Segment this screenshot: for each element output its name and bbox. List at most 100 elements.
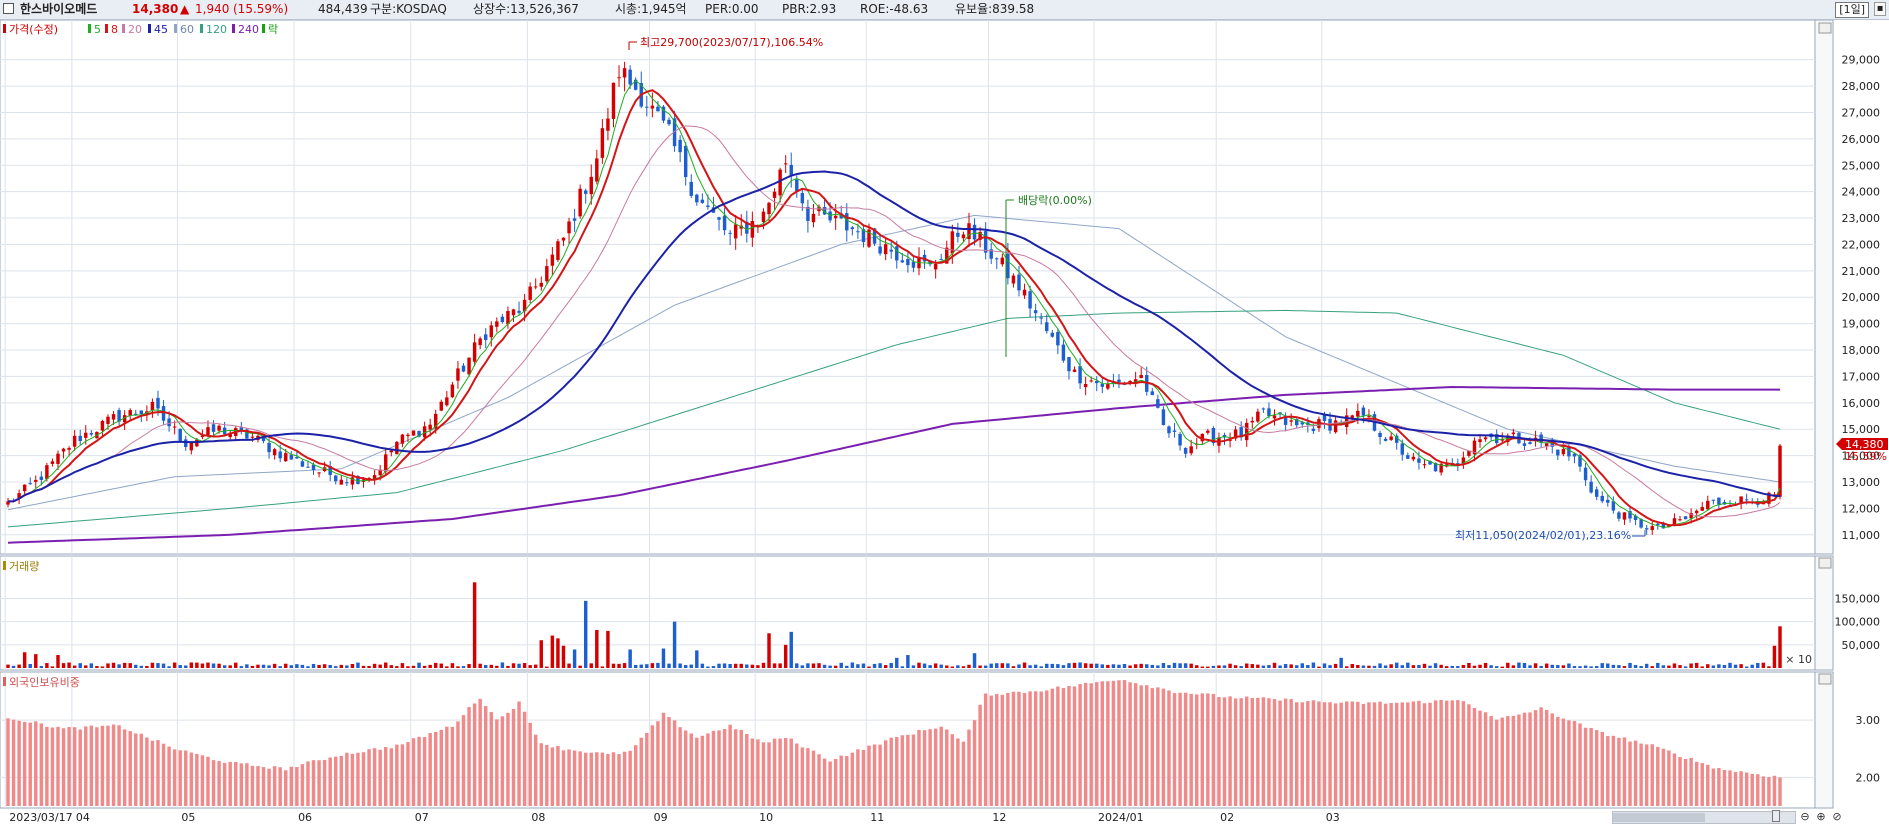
volume-bar: [1117, 664, 1121, 668]
candle-body: [389, 450, 394, 453]
candle-body: [28, 483, 32, 485]
foreign-bar: [1750, 773, 1754, 806]
foreign-bar: [1711, 768, 1716, 806]
volume-bar: [728, 664, 732, 668]
high-annotation: 최고29,700(2023/07/17),106.54%: [628, 36, 823, 50]
candle-body: [1511, 432, 1516, 435]
foreign-bar: [1295, 702, 1299, 806]
foreign-bar: [1378, 701, 1382, 806]
foreign-bar: [389, 748, 394, 806]
volume-bar: [795, 663, 799, 668]
period-button[interactable]: [1일]: [1835, 2, 1869, 18]
foreign-bar: [1722, 769, 1727, 806]
date-tick-label: 03: [1326, 811, 1340, 824]
foreign-bar: [1245, 696, 1249, 806]
volume-bar: [1594, 666, 1599, 668]
price-panel-menu-button[interactable]: [1818, 22, 1832, 34]
zoom-reset-icon[interactable]: ⊘: [1832, 810, 1842, 823]
volume-axis: 150,000 100,000 50,000: [1835, 593, 1881, 652]
foreign-bar: [1344, 701, 1349, 806]
options-button[interactable]: ▪: [1874, 2, 1886, 16]
candle-body: [561, 237, 566, 241]
volume-bar: [400, 663, 405, 668]
volume-bar: [445, 666, 449, 668]
foreign-bar: [739, 729, 743, 806]
volume-bar: [1011, 666, 1016, 668]
candle-body: [434, 413, 438, 429]
dividend-label: 배당락(0.00%): [1018, 194, 1092, 207]
candle-body: [1433, 462, 1438, 472]
price-panel[interactable]: 29,000 28,000 27,000 26,000 25,000 24,000 23,0…: [0, 20, 1880, 555]
reserve-ratio: 유보율:839.58: [955, 2, 1035, 16]
foreign-bar: [1278, 700, 1282, 806]
volume-bar: [1328, 665, 1332, 668]
volume-bar: [1372, 665, 1377, 668]
candle-body: [45, 465, 49, 479]
low-label: 최저11,050(2024/02/01),23.16%: [1455, 529, 1631, 542]
candle-body: [995, 258, 999, 260]
foreign-bar: [817, 754, 821, 806]
volume-bar: [1072, 662, 1077, 668]
volume-bar: [1578, 666, 1582, 668]
volume-bar: [1589, 666, 1593, 668]
candle-body: [672, 118, 677, 147]
candle-body: [767, 202, 771, 215]
candle-body: [689, 181, 693, 196]
foreign-bar: [317, 760, 321, 806]
volume-bar: [161, 663, 166, 668]
volume-bar: [528, 665, 532, 668]
volume-bar: [1667, 665, 1671, 668]
candle-body: [1622, 512, 1627, 520]
foreign-bar: [461, 715, 466, 806]
current-price: 14,380: [132, 2, 179, 16]
stock-name[interactable]: 한스바이오메드: [20, 2, 98, 16]
zoom-in-icon[interactable]: ⊕: [1816, 810, 1826, 823]
foreign-bar: [722, 729, 727, 806]
zoom-out-icon[interactable]: ⊖: [1800, 810, 1810, 823]
volume-panel[interactable]: 150,000 100,000 50,000: [0, 555, 1881, 671]
volume-panel-menu-button[interactable]: [1818, 557, 1832, 569]
foreign-panel-menu-button[interactable]: [1818, 673, 1832, 685]
scrollbar-thumb[interactable]: [1613, 813, 1705, 822]
zoom-slider-handle[interactable]: [1772, 810, 1780, 822]
volume-bar: [478, 663, 482, 668]
foreign-bar: [72, 727, 77, 806]
volume-bar: [428, 664, 432, 668]
select-checkbox[interactable]: [3, 3, 14, 14]
foreign-bar: [1261, 697, 1266, 806]
foreign-ownership-panel[interactable]: 3.00 2.00: [0, 671, 1880, 809]
volume-bar: [606, 630, 610, 668]
volume-bar: [1106, 664, 1110, 668]
volume-bar: [928, 665, 932, 668]
foreign-bar: [1017, 691, 1021, 806]
stock-chart[interactable]: 29,000 28,000 27,000 26,000 25,000 24,000 23,0…: [0, 20, 1889, 826]
candle-body: [522, 299, 527, 312]
foreign-bar: [1556, 716, 1560, 806]
volume-bar: [1000, 663, 1005, 668]
candle-body: [167, 418, 171, 427]
foreign-bar: [1644, 744, 1649, 806]
horizontal-scrollbar[interactable]: [1612, 811, 1796, 824]
candle-body: [1261, 408, 1266, 410]
foreign-bar: [522, 711, 527, 806]
candle-body: [1072, 369, 1077, 372]
candle-body: [456, 368, 460, 381]
volume-bar: [256, 664, 260, 668]
foreign-bar: [1372, 702, 1377, 806]
volume-bar: [1394, 662, 1399, 668]
volume-bar: [783, 644, 788, 668]
foreign-bar: [967, 729, 971, 806]
foreign-title: 외국인보유비중: [9, 676, 80, 689]
volume-bar: [22, 652, 27, 668]
foreign-bar: [1439, 699, 1443, 806]
foreign-bar: [1394, 702, 1399, 806]
foreign-bar: [134, 733, 138, 806]
foreign-bar: [645, 732, 649, 806]
foreign-bar: [195, 753, 199, 806]
volume-bar: [84, 665, 88, 668]
foreign-bar: [1150, 688, 1155, 806]
foreign-bar: [450, 726, 455, 806]
foreign-bar: [1433, 700, 1438, 806]
volume-bar: [1700, 666, 1704, 668]
legend-ma8: 8: [111, 23, 118, 36]
